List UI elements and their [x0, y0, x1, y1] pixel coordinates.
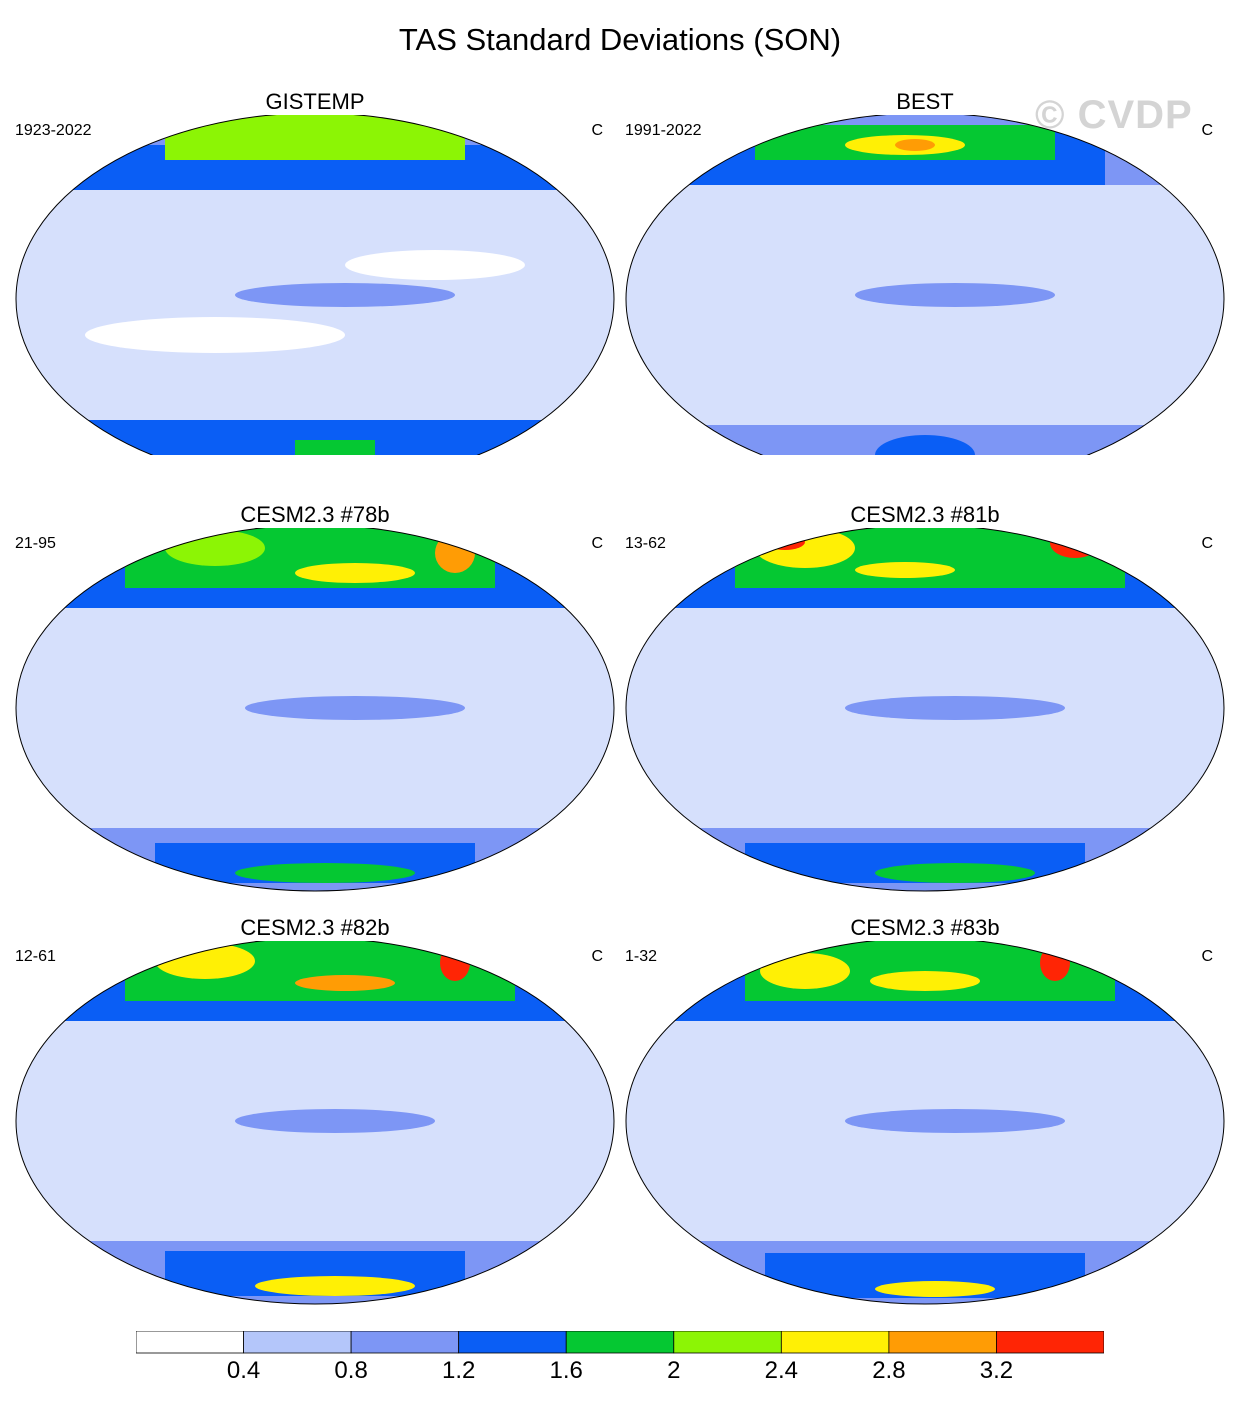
panel-period: 1-32 [625, 948, 658, 965]
colorbar-swatch [458, 1331, 567, 1354]
panel-title: GISTEMP [265, 89, 365, 114]
panel-title: CESM2.3 #83b [850, 915, 1000, 940]
colorbar-swatch [136, 1331, 244, 1354]
colorbar-tick-label: 1.6 [549, 1357, 583, 1384]
map-cesm-83b [625, 941, 1225, 1305]
colorbar-tick-label: 0.4 [226, 1357, 261, 1384]
map-best [625, 115, 1225, 455]
colorbar-tick-label: 0.8 [334, 1357, 368, 1384]
cvdp-watermark: © CVDP [1035, 93, 1193, 137]
panel-gistemp: GISTEMP 1923-2022 C [15, 89, 615, 515]
map-gistemp [15, 115, 615, 455]
colorbar-swatch [780, 1331, 890, 1354]
map-cesm-82b [15, 941, 615, 1305]
colorbar [136, 1331, 1104, 1354]
figure-title: TAS Standard Deviations (SON) [398, 22, 842, 57]
colorbar-swatch [565, 1331, 675, 1354]
panel-title: CESM2.3 #81b [850, 502, 1000, 527]
panel-period: 1991-2022 [625, 122, 702, 139]
panel-best: BEST 1991-2022 C [625, 89, 1225, 515]
colorbar-tick-label: 2 [667, 1357, 681, 1384]
panel-units: C [1201, 948, 1213, 965]
panel-cesm-78b: CESM2.3 #78b 21-95 C [15, 502, 615, 928]
panel-period: 21-95 [15, 535, 56, 552]
panel-period: 13-62 [625, 535, 666, 552]
colorbar-swatch [673, 1331, 782, 1354]
panel-units: C [591, 948, 603, 965]
panel-title: BEST [896, 89, 954, 114]
panel-title: CESM2.3 #82b [240, 915, 390, 940]
panel-cesm-83b: CESM2.3 #83b 1-32 C [625, 915, 1225, 1341]
panel-title: CESM2.3 #78b [240, 502, 390, 527]
colorbar-swatch [350, 1331, 460, 1354]
panel-units: C [591, 122, 603, 139]
colorbar-swatch [243, 1331, 352, 1354]
panel-cesm-81b: CESM2.3 #81b 13-62 C [625, 502, 1225, 928]
panel-units: C [591, 535, 603, 552]
colorbar-swatch [888, 1331, 997, 1354]
panel-units: C [1201, 122, 1213, 139]
map-cesm-78b [15, 528, 615, 892]
panel-units: C [1201, 535, 1213, 552]
colorbar-tick-label: 2.8 [872, 1357, 906, 1384]
colorbar-tick-label: 3.2 [979, 1357, 1014, 1384]
colorbar-swatch [996, 1331, 1104, 1354]
panel-period: 12-61 [15, 948, 56, 965]
panel-cesm-82b: CESM2.3 #82b 12-61 C [15, 915, 615, 1341]
colorbar-tick-label: 1.2 [441, 1357, 476, 1384]
panel-period: 1923-2022 [15, 122, 92, 139]
colorbar-tick-label: 2.4 [764, 1357, 799, 1384]
map-cesm-81b [625, 528, 1225, 892]
